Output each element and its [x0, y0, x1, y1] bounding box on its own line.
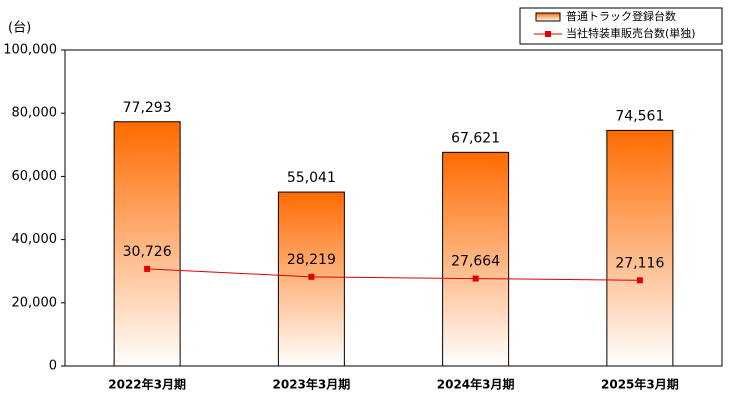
- y-tick-label: 60,000: [12, 169, 58, 184]
- line-marker: [144, 265, 151, 272]
- legend-marker: [545, 31, 551, 37]
- bar: [113, 121, 181, 367]
- bar-value-label: 67,621: [451, 130, 500, 146]
- line: [147, 268, 640, 281]
- plot-frame: [64, 49, 723, 367]
- line-marker: [472, 275, 479, 282]
- bar-value-label: 55,041: [287, 170, 336, 186]
- legend-label: 当社特装車販売台数(単独): [566, 26, 696, 40]
- y-tick-label: 20,000: [12, 295, 58, 310]
- line-value-label: 27,116: [615, 255, 664, 271]
- legend-swatch: [535, 12, 561, 22]
- x-tick-label: 2025年3月期: [601, 377, 679, 392]
- legend-label: 普通トラック登録台数: [566, 9, 676, 23]
- line-value-label: 30,726: [123, 244, 172, 260]
- bar: [442, 151, 510, 367]
- line-marker: [636, 277, 643, 284]
- x-tick-label: 2024年3月期: [437, 377, 515, 392]
- line-value-label: 28,219: [287, 252, 336, 268]
- x-tick-label: 2022年3月期: [108, 377, 186, 392]
- line-marker: [308, 273, 315, 280]
- x-tick-label: 2023年3月期: [273, 377, 351, 392]
- y-tick-label: 80,000: [12, 106, 58, 121]
- y-unit-label: (台): [8, 21, 31, 36]
- line-value-label: 27,664: [451, 254, 500, 270]
- y-tick-label: 0: [49, 359, 57, 374]
- y-tick-label: 100,000: [3, 43, 57, 58]
- y-tick-label: 40,000: [12, 232, 58, 247]
- bar-value-label: 77,293: [123, 100, 172, 116]
- bar: [606, 129, 674, 367]
- bar-value-label: 74,561: [615, 108, 664, 124]
